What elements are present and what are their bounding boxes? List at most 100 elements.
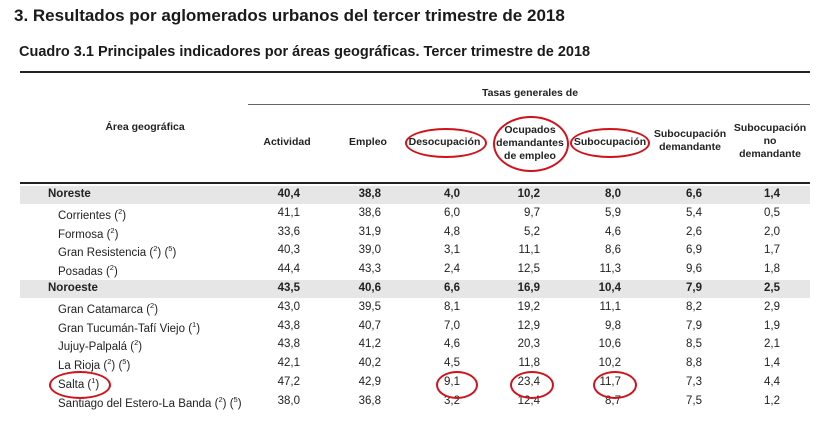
cell-sub-no-demandante: 1,9 [764,319,780,332]
cell-sub-demandante: 9,6 [686,263,702,276]
cell-desocupacion: 3,2 [444,394,460,407]
footnote-ref: 2 [134,338,139,348]
row-label: Santiago del Estero-La Banda (2) (5) [58,394,242,410]
cell-sub-demandante: 7,9 [686,282,702,294]
cell-empleo: 40,2 [358,357,381,370]
cell-desocupacion: 8,1 [444,300,460,313]
row-label-text: Corrientes [58,209,112,222]
row-label-text: Noreste [48,188,91,200]
cell-subocupacion: 10,2 [598,357,621,370]
row-label: Gran Tucumán-Tafí Viejo (1) [58,319,201,335]
footnote-ref: 5 [122,357,127,367]
row-label: Corrientes (2) [58,206,127,222]
cell-sub-no-demandante: 1,4 [764,357,780,370]
cell-empleo: 41,2 [358,338,381,351]
cell-actividad: 40,4 [277,188,300,200]
cell-subocupacion: 10,4 [598,282,621,294]
header-desocupacion: Desocupación [408,136,481,148]
cell-ocupados: 16,9 [517,282,540,294]
header-sub-no-demandante-line-2: no [763,135,777,147]
row-label: Formosa (2) [58,225,119,241]
cell-desocupacion: 2,4 [444,263,460,276]
row-label: Gran Catamarca (2) [58,300,159,316]
cell-actividad: 33,6 [277,225,300,238]
cell-subocupacion: 8,0 [605,188,621,200]
cell-sub-demandante: 5,4 [686,206,702,219]
row-label-text: Salta [58,378,85,391]
cell-sub-no-demandante: 1,7 [764,244,780,257]
cell-actividad: 42,1 [277,357,300,370]
footnote-ref: 2 [150,300,155,310]
cell-actividad: 47,2 [277,376,300,388]
cell-ocupados: 12,4 [517,394,540,407]
cell-subocupacion: 11,7 [599,376,621,388]
table-group-row: Noroeste 43,5 40,6 6,6 16,9 10,4 7,9 2,5 [20,280,810,298]
row-label-text: La Rioja [58,360,101,373]
footnote-ref: 2 [110,225,115,235]
row-label-text: Santiago del Estero-La Banda [58,397,212,410]
cell-sub-demandante: 8,2 [686,300,702,313]
cell-sub-demandante: 7,3 [686,376,702,388]
table-row: Formosa (2) 33,6 31,9 4,8 5,2 4,6 2,6 2,0 [20,224,810,242]
cell-empleo: 38,8 [358,188,381,200]
table-group-row: Noreste 40,4 38,8 4,0 10,2 8,0 6,6 1,4 [20,186,810,204]
header-sub-no-demandante: Subocupación no demandante [730,122,810,161]
footnote-ref: 2 [218,394,223,404]
header-tasas: Tasas generales de [481,87,579,99]
cell-desocupacion: 6,6 [444,282,460,294]
table-row: Posadas (2) 44,4 43,3 2,4 12,5 11,3 9,6 1,8 [20,261,810,279]
row-label: La Rioja (2) (5) [58,357,131,373]
table-row: La Rioja (2) (5) 42,1 40,2 4,5 11,8 10,2 8,8 1,… [20,355,810,373]
table-row: Salta (1) 47,2 42,9 9,1 23,4 11,7 7,3 4,4 [20,374,810,392]
cell-ocupados: 12,9 [517,319,540,332]
cell-subocupacion: 11,1 [599,300,621,313]
cell-subocupacion: 11,3 [599,263,621,276]
footnote-ref: 2 [109,263,114,273]
row-label: Salta (1) [58,376,100,391]
cell-empleo: 43,3 [358,263,381,276]
row-label: Noreste [48,188,91,200]
row-label: Gran Resistencia (2) (5) [58,244,177,260]
cell-empleo: 40,7 [358,319,381,332]
header-sub-demandante-line-1: Subocupación [653,128,727,140]
cell-sub-demandante: 8,5 [686,338,702,351]
row-label-text: Noroeste [48,282,98,294]
cell-ocupados: 9,7 [524,206,540,219]
header-ocupados-line-2: demandantes [496,137,564,149]
cell-sub-demandante: 8,8 [686,357,702,370]
cell-ocupados: 12,5 [517,263,540,276]
cell-empleo: 36,8 [358,394,381,407]
row-label-text: Gran Catamarca [58,303,144,316]
cell-empleo: 39,5 [358,300,381,313]
header-sub-no-demandante-line-1: Subocupación [733,122,807,134]
cell-sub-demandante: 7,9 [686,319,702,332]
cell-subocupacion: 10,6 [598,338,621,351]
row-label: Noroeste [48,282,98,294]
table-row: Corrientes (2) 41,1 38,6 6,0 9,7 5,9 5,4 0,5 [20,205,810,223]
cell-actividad: 43,5 [277,282,300,294]
footnote-ref: 5 [168,244,173,254]
cell-sub-demandante: 7,5 [686,394,702,407]
row-label: Jujuy-Palpalá (2) [58,338,143,354]
header-ocupados-line-1: Ocupados [504,124,556,136]
section-title: 3. Resultados por aglomerados urbanos de… [14,6,565,25]
cell-empleo: 31,9 [358,225,381,238]
cell-sub-no-demandante: 1,8 [764,263,780,276]
cell-sub-no-demandante: 2,1 [764,338,780,351]
cell-subocupacion: 9,8 [605,319,621,332]
cell-desocupacion: 4,0 [444,188,460,200]
cell-sub-no-demandante: 1,2 [764,394,780,407]
row-label-text: Posadas [58,266,103,279]
cell-ocupados: 11,1 [518,244,540,257]
footnote-ref: 1 [91,376,96,385]
cell-ocupados: 10,2 [517,188,540,200]
cell-desocupacion: 3,1 [444,244,460,257]
cell-sub-no-demandante: 2,0 [764,225,780,238]
header-ocupados-line-3: de empleo [504,150,556,162]
cell-ocupados: 11,8 [518,357,540,370]
cell-actividad: 44,4 [277,263,300,276]
cell-actividad: 38,0 [277,394,300,407]
cell-sub-no-demandante: 2,9 [764,300,780,313]
cell-actividad: 41,1 [277,206,300,219]
footnote-ref: 5 [233,394,238,404]
